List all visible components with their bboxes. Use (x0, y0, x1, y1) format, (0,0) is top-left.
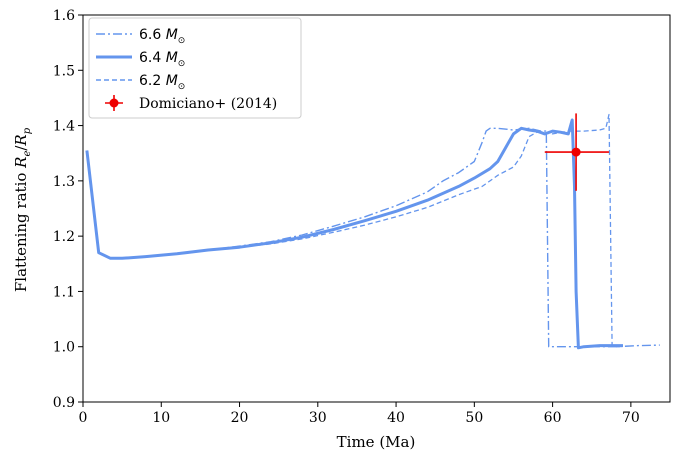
legend-label-6.2: 6.2 M⊙ (139, 73, 185, 92)
series-line-6.4 (85, 118, 623, 350)
x-tick-label: 50 (465, 410, 483, 426)
x-tick-label: 60 (544, 410, 562, 426)
legend-box (88, 17, 302, 119)
legend-label-6.6: 6.6 M⊙ (139, 27, 185, 46)
legend-label-6.4: 6.4 M⊙ (139, 50, 185, 69)
y-axis-label: Flattening ratio Re/Rp (12, 127, 33, 292)
series-layer (85, 113, 660, 350)
y-tick-label: 1.0 (53, 340, 75, 356)
y-tick-label: 1.6 (53, 8, 75, 24)
y-tick-label: 1.2 (53, 229, 75, 245)
plot-frame (82, 14, 671, 403)
y-tick-label: 0.9 (53, 395, 75, 411)
series-line-6.2 (86, 113, 620, 348)
legend-marker (109, 98, 119, 108)
y-tick-label: 1.1 (53, 284, 75, 300)
x-axis-label: Time (Ma) (337, 433, 416, 451)
x-tick-label: 10 (152, 410, 170, 426)
x-tick-label: 20 (231, 410, 249, 426)
legend: 6.6 M⊙ 6.4 M⊙ 6.2 M⊙ Domiciano+ (2014) (88, 17, 302, 119)
y-tick-label: 1.3 (53, 174, 75, 190)
x-tick-label: 30 (309, 410, 327, 426)
legend-label-observation: Domiciano+ (2014) (139, 96, 277, 112)
x-tick-label: 40 (387, 410, 405, 426)
ticks-layer: 0 10 20 30 40 50 60 70 0.9 1.0 1.1 1.2 1.3 1.4 1.5 1.6 (53, 8, 640, 426)
x-tick-label: 0 (79, 410, 88, 426)
y-tick-label: 1.4 (53, 119, 75, 135)
plot-area-border (82, 14, 671, 403)
observation-point (571, 147, 581, 157)
x-tick-label: 70 (622, 410, 640, 426)
y-tick-label: 1.5 (53, 63, 75, 79)
